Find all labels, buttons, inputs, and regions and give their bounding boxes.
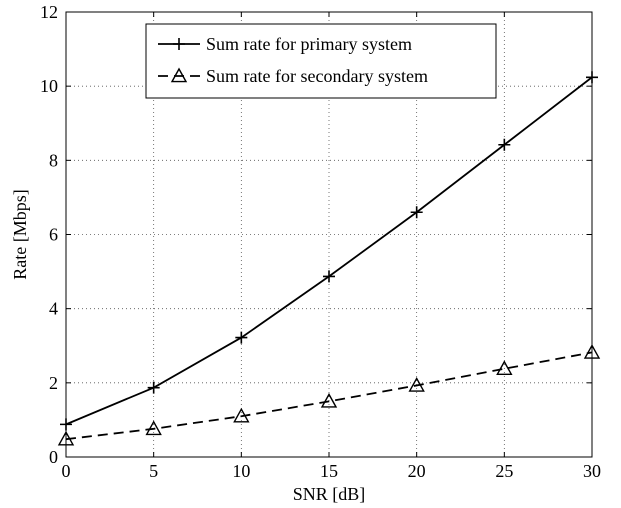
data-point bbox=[60, 418, 72, 431]
series-2 bbox=[57, 343, 601, 446]
y-tick-label: 6 bbox=[49, 225, 58, 245]
x-tick-label: 5 bbox=[149, 461, 158, 481]
x-tick-label: 30 bbox=[583, 461, 601, 481]
y-tick-label: 8 bbox=[49, 150, 58, 170]
x-tick-label: 25 bbox=[495, 461, 513, 481]
x-tick-label: 0 bbox=[62, 461, 71, 481]
y-tick-label: 0 bbox=[49, 447, 58, 467]
x-axis-label: SNR [dB] bbox=[293, 484, 366, 504]
axis-ticks: 0 5 10 15 20 25 30 0 2 4 6 8 10 12 bbox=[40, 2, 601, 481]
data-point bbox=[410, 206, 423, 219]
data-point bbox=[586, 71, 598, 84]
data-point bbox=[320, 392, 338, 408]
y-tick-label: 2 bbox=[49, 373, 58, 393]
legend-label-1: Sum rate for primary system bbox=[206, 34, 412, 54]
data-point bbox=[323, 270, 335, 283]
series-line bbox=[65, 351, 593, 441]
y-axis-label: Rate [Mbps] bbox=[10, 189, 30, 279]
data-point bbox=[145, 420, 162, 436]
y-tick-label: 10 bbox=[40, 76, 58, 96]
legend-marker-1 bbox=[173, 38, 185, 50]
y-tick-label: 12 bbox=[40, 2, 58, 22]
legend-marker-2 bbox=[170, 67, 188, 83]
data-point bbox=[496, 360, 513, 376]
data-point bbox=[57, 430, 75, 446]
legend-box bbox=[145, 23, 497, 99]
x-tick-label: 10 bbox=[232, 461, 250, 481]
legend: Sum rate for primary system Sum rate for … bbox=[145, 23, 497, 99]
data-point bbox=[498, 138, 511, 151]
legend-label-2: Sum rate for secondary system bbox=[206, 66, 428, 86]
series-1 bbox=[60, 71, 598, 431]
data-point bbox=[235, 331, 248, 344]
x-tick-label: 20 bbox=[408, 461, 426, 481]
data-point bbox=[147, 381, 160, 394]
series-group bbox=[57, 71, 601, 446]
x-tick-label: 15 bbox=[320, 461, 338, 481]
data-point bbox=[408, 376, 425, 392]
data-point bbox=[583, 343, 601, 359]
data-point bbox=[233, 407, 250, 423]
y-tick-label: 4 bbox=[49, 299, 58, 319]
